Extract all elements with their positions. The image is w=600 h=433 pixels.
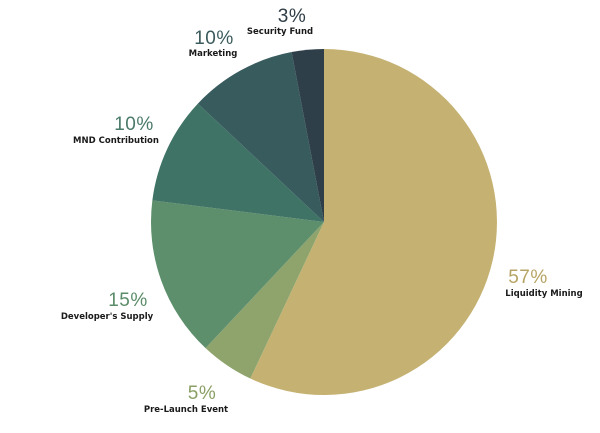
pie-slice-marketing — [197, 52, 324, 223]
pct-label-marketing: 10% — [194, 28, 234, 49]
slice-label-mnd-contribution: MND Contribution — [73, 136, 159, 146]
slice-label-developers-supply: Developer's Supply — [61, 312, 154, 322]
pct-label-developers-supply: 15% — [108, 290, 148, 311]
pct-label-pre-launch-event: 5% — [188, 383, 216, 404]
pct-label-mnd-contribution: 10% — [114, 114, 154, 135]
pct-label-security-fund: 3% — [278, 6, 306, 27]
pie-slice-security-fund — [291, 49, 324, 222]
pie-slices — [150, 49, 497, 395]
pie-labels: 57% Liquidity Mining 5% Pre-Launch Event… — [61, 6, 583, 415]
pie-slice-pre-launch-event — [205, 222, 324, 379]
pie-slice-developer-s-supply — [150, 200, 324, 349]
slice-label-pre-launch-event: Pre-Launch Event — [144, 405, 228, 415]
slice-label-marketing: Marketing — [189, 49, 238, 59]
slice-label-liquidity-mining: Liquidity Mining — [505, 289, 582, 299]
pie-slice-liquidity-mining — [250, 49, 497, 395]
pie-slice-mnd-contribution — [152, 103, 324, 222]
pct-label-liquidity-mining: 57% — [508, 267, 548, 288]
slice-label-security-fund: Security Fund — [247, 27, 313, 37]
